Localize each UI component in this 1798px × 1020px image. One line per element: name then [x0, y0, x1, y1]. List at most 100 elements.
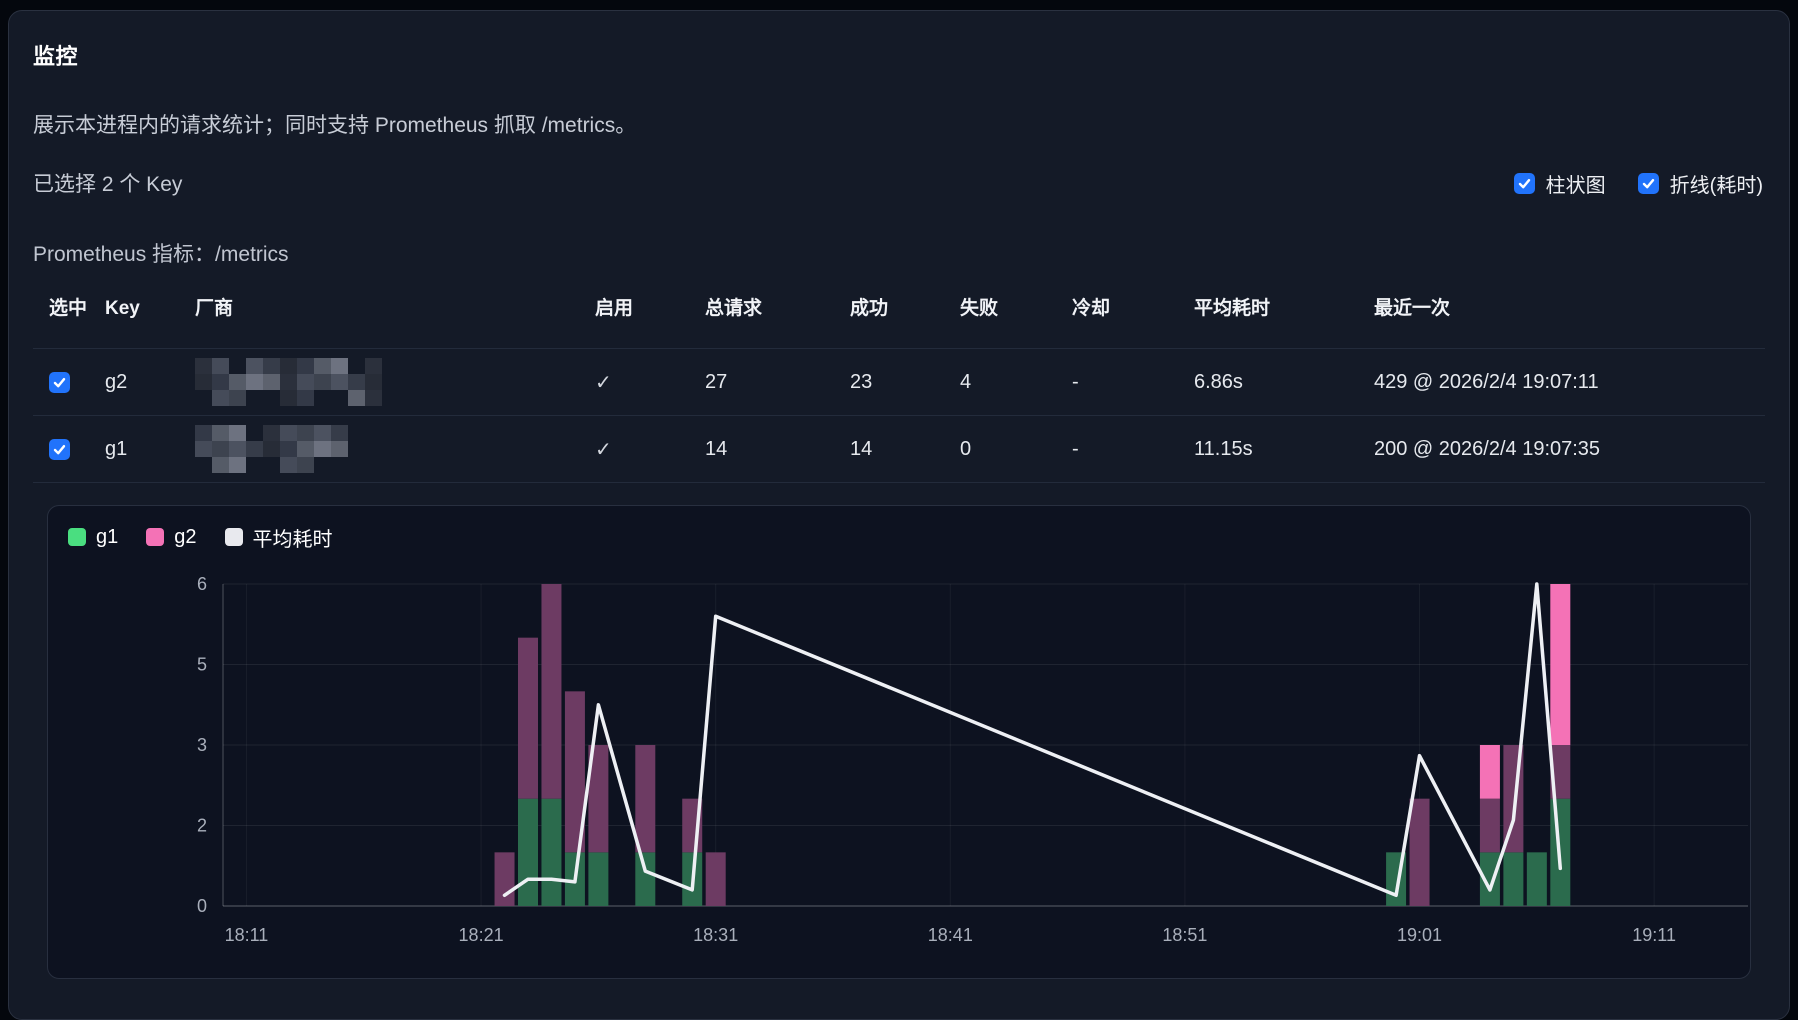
requests-chart-svg: 0 2 3 5 6 18:11 18:21 18:31 18:41 18:51 19:01 19:11: [197, 574, 1748, 945]
bar-segment-g2: [541, 584, 562, 799]
check-icon: [53, 377, 66, 387]
redacted-cell: [246, 390, 263, 406]
x-tick-label: 18:51: [1162, 925, 1207, 945]
redacted-cell: [263, 425, 280, 441]
col-header-5: 成功: [850, 298, 889, 319]
redacted-cell: [229, 374, 246, 390]
redacted-cell: [229, 358, 246, 374]
bar-segment-g2: [564, 691, 585, 853]
monitor-panel: 监控 展示本进程内的请求统计；同时支持 Prometheus 抓取 /metri…: [8, 10, 1790, 1020]
y-tick-label: 6: [197, 574, 207, 594]
redacted-cell: [280, 374, 297, 390]
key-stats-table: 选中 Key 厂商 启用 总请求 成功 失败 冷却 平均耗时 最近一次 g2 ✓ 27 23 4-6.86…: [33, 290, 1765, 483]
redacted-cell: [331, 374, 348, 390]
bar-segment-g1: [518, 798, 538, 906]
redacted-cell: [229, 390, 246, 406]
bar-segment-g2-bright: [1479, 745, 1500, 799]
vendor-redacted: [195, 358, 585, 406]
cell-selected: [33, 415, 105, 483]
legend-item-g2[interactable]: g2: [146, 526, 197, 549]
redacted-cell: [229, 457, 246, 473]
x-tick-label: 18:11: [225, 925, 269, 945]
x-tick-label: 18:41: [928, 925, 973, 945]
page-title: 监控: [33, 44, 79, 69]
chart-area: 0 2 3 5 6 18:11 18:21 18:31 18:41 18:51 19:01 19:11: [68, 556, 1748, 958]
line-chart-checkbox[interactable]: [1637, 172, 1659, 194]
selection-bar: 已选择 2 个 Key 柱状图 折线(耗时): [33, 168, 1765, 198]
redacted-cell: [263, 390, 280, 406]
redacted-cell: [212, 457, 229, 473]
redacted-cell: [263, 457, 280, 473]
toggle-bar-chart-label: 柱状图: [1545, 174, 1606, 197]
row-checkbox[interactable]: [49, 371, 70, 393]
cell-enabled: ✓: [595, 348, 705, 416]
redacted-cell: [212, 374, 229, 390]
cell-last: 429 @ 2026/2/4 19:07:11: [1374, 348, 1765, 416]
table-row: g1 ✓ 14 14 0-11.15s 200 @ 2026/2/4 19:07:35: [33, 415, 1765, 483]
redacted-cell: [314, 358, 331, 374]
bar-segment-g1: [1526, 852, 1547, 906]
cell-vendor: [195, 415, 595, 483]
redacted-cell: [195, 358, 212, 374]
redacted-cell: [331, 358, 348, 374]
bar-chart-checkbox[interactable]: [1513, 172, 1535, 194]
redacted-cell: [246, 374, 263, 390]
redacted-cell: [297, 441, 314, 457]
cell-vendor: [195, 348, 595, 416]
redacted-cell: [263, 441, 280, 457]
check-icon: [1642, 178, 1654, 188]
table-header-row: 选中 Key 厂商 启用 总请求 成功 失败 冷却 平均耗时 最近一次: [33, 290, 1765, 349]
avg-latency-line: [502, 582, 1563, 898]
check-icon: [53, 444, 66, 454]
cell-success: 23: [850, 348, 960, 416]
col-header-9: 最近一次: [1374, 298, 1451, 319]
redacted-cell: [229, 425, 246, 441]
y-tick-label: 0: [197, 896, 207, 916]
cell-enabled: ✓: [595, 415, 705, 483]
redacted-cell: [246, 358, 263, 374]
bar-segment-g2: [1550, 745, 1571, 799]
legend-item-avg-latency[interactable]: 平均耗时: [224, 523, 333, 552]
redacted-cell: [331, 457, 348, 473]
check-icon: [1518, 178, 1530, 188]
toggle-line-chart-label: 折线(耗时): [1669, 174, 1763, 197]
cell-success: 14: [850, 415, 960, 483]
redacted-cell: [246, 457, 263, 473]
redacted-cell: [195, 425, 212, 441]
legend-avg-latency-label: 平均耗时: [252, 528, 333, 551]
redacted-cell: [314, 374, 331, 390]
legend-item-g1[interactable]: g1: [68, 526, 118, 549]
cell-selected: [33, 348, 105, 416]
cell-cooldown: -: [1072, 415, 1194, 483]
toggle-line-chart[interactable]: 折线(耗时): [1637, 169, 1763, 198]
bar-segment-g1: [1479, 852, 1500, 906]
redacted-cell: [348, 358, 365, 374]
bar-segment-g1: [635, 852, 656, 906]
col-header-7: 冷却: [1072, 298, 1111, 319]
redacted-cell: [314, 425, 331, 441]
toggle-bar-chart[interactable]: 柱状图: [1513, 169, 1606, 198]
redacted-cell: [195, 374, 212, 390]
bar-segment-g2: [518, 637, 538, 799]
redacted-cell: [280, 358, 297, 374]
col-header-0: 选中: [49, 298, 88, 319]
redacted-cell: [297, 374, 314, 390]
redacted-cell: [280, 441, 297, 457]
y-tick-label: 3: [197, 735, 207, 755]
redacted-cell: [297, 390, 314, 406]
row-checkbox[interactable]: [49, 438, 70, 460]
redacted-cell: [297, 358, 314, 374]
redacted-cell: [314, 441, 331, 457]
redacted-cell: [263, 358, 280, 374]
cell-total: 27: [705, 348, 850, 416]
table-row: g2 ✓ 27 23 4-6.86s 429 @ 2026/2/4 19:07:11: [33, 348, 1765, 416]
redacted-cell: [246, 425, 263, 441]
redacted-cell: [280, 390, 297, 406]
bar-segment-g1: [588, 852, 609, 906]
chart-card: g1 g2 平均耗时 0 2 3 5 6 18:11 18:21 18:31 18:41 18:5…: [47, 505, 1751, 979]
chart-toggles: 柱状图 折线(耗时): [1513, 169, 1763, 198]
redacted-cell: [195, 457, 212, 473]
cell-failed: 4: [960, 348, 1072, 416]
cell-key: g2: [105, 348, 195, 416]
bar-segment-g2: [1479, 798, 1500, 853]
